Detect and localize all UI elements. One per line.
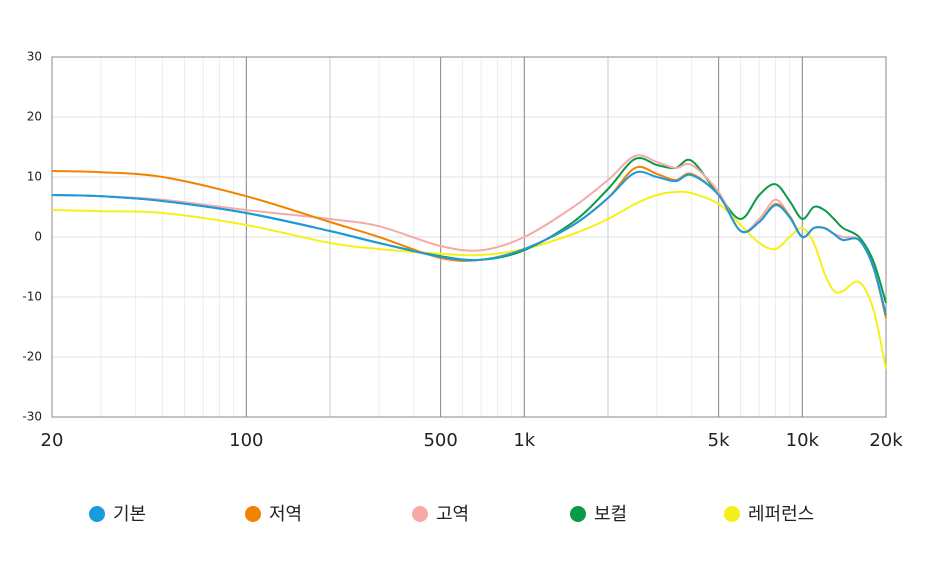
y-tick-label: -30	[22, 410, 42, 424]
legend-swatch	[89, 506, 105, 522]
legend-label: 기본	[113, 504, 146, 525]
legend-swatch	[412, 506, 428, 522]
y-tick-label: 20	[27, 110, 42, 124]
y-tick-label: -10	[22, 290, 42, 304]
series-line	[51, 190, 887, 370]
y-tick-label: -20	[22, 350, 42, 364]
legend-swatch	[570, 506, 586, 522]
y-tick-label: 30	[27, 50, 42, 64]
y-tick-label: 10	[27, 170, 42, 184]
x-tick-label: 100	[229, 430, 263, 451]
x-tick-label: 1k	[513, 430, 535, 451]
series-line	[51, 170, 887, 316]
legend-swatch	[724, 506, 740, 522]
x-tick-label: 20	[41, 430, 64, 451]
x-tick-label: 10k	[786, 430, 820, 451]
x-tick-label: 500	[423, 430, 457, 451]
legend-label: 보컬	[594, 504, 627, 525]
x-tick-label: 5k	[708, 430, 730, 451]
legend-swatch	[245, 506, 261, 522]
legend-label: 저역	[269, 504, 302, 525]
legend-label: 고역	[436, 504, 469, 525]
legend-label: 레퍼런스	[748, 504, 814, 525]
plot-frame	[51, 56, 887, 418]
x-tick-label: 20k	[869, 430, 903, 451]
y-tick-label: 0	[34, 230, 42, 244]
series-line	[51, 165, 887, 319]
